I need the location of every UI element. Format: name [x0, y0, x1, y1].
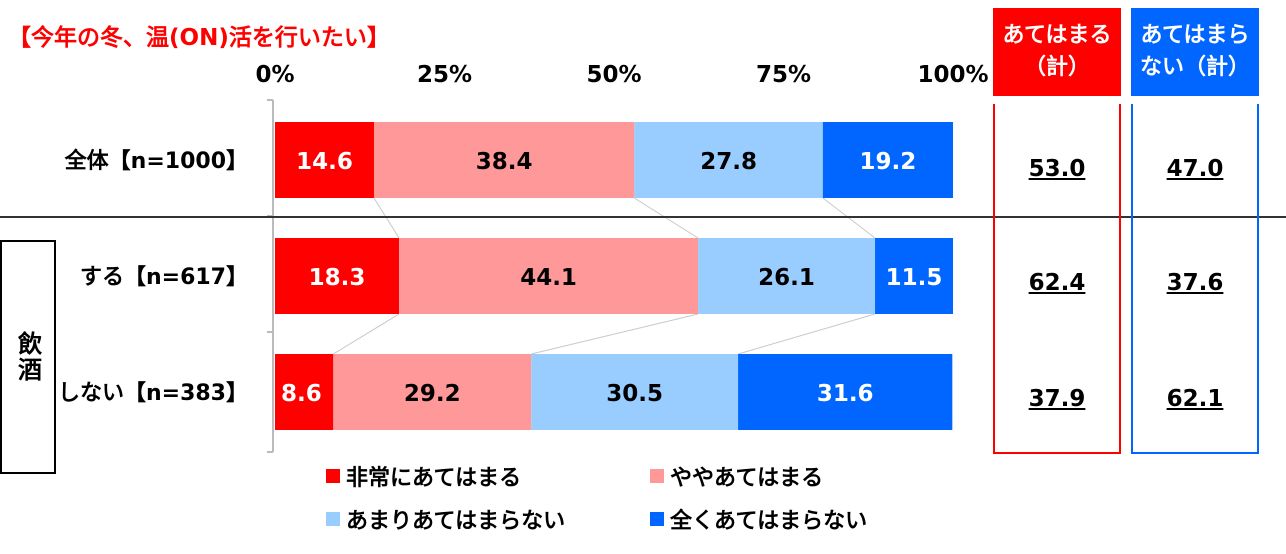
bar-value-label: 31.6 [817, 381, 874, 407]
bar-value-label: 11.5 [886, 265, 943, 291]
bar-segment [634, 122, 823, 198]
bar-value-label: 38.4 [476, 149, 533, 175]
bar-segment [399, 238, 699, 314]
bar-value-label: 30.5 [606, 381, 663, 407]
legend-label-somewhat: ややあてはまる [670, 466, 824, 491]
x-tick-label: 100% [917, 62, 988, 88]
bar-value-label: 8.6 [281, 381, 322, 407]
summary-box-not-applies [1131, 104, 1259, 454]
bar-value-label: 14.6 [296, 149, 353, 175]
summary-header-applies-line2: （計） [1023, 55, 1090, 80]
bar-value-label: 18.3 [309, 265, 366, 291]
legend-label-very: 非常にあてはまる [346, 466, 522, 491]
bar-segment [698, 238, 876, 314]
summary-value-applies-total: 53.0 [1028, 156, 1086, 182]
x-tick-label: 75% [756, 62, 811, 88]
category-label: する【n=617】 [80, 265, 248, 290]
summary-header-not-applies-line1: あてはまら [1140, 23, 1250, 48]
summary-header-applies: あてはまる （計） [993, 8, 1121, 96]
bar-value-label: 26.1 [758, 265, 815, 291]
legend-swatch-not-at-all [650, 512, 664, 526]
group-box-drinking: 飲酒 [0, 240, 56, 474]
summary-header-not-applies: あてはまら ない（計） [1131, 8, 1259, 96]
bar-segment [738, 354, 953, 430]
bar-segment [373, 122, 635, 198]
connector-line [634, 197, 699, 239]
bar-segment [822, 122, 953, 198]
summary-value-applies-nodrink: 37.9 [1028, 386, 1086, 412]
bar-value-label: 19.2 [860, 149, 917, 175]
divider-line [0, 216, 1286, 218]
connector-line [373, 197, 400, 239]
legend-swatch-very [326, 469, 340, 483]
connector-line [737, 313, 876, 355]
legend-label-not-at-all: 全くあてはまらない [670, 509, 868, 534]
summary-value-not-applies-total: 47.0 [1166, 156, 1224, 182]
legend-swatch-somewhat [650, 469, 664, 483]
bar-segment [531, 354, 739, 430]
bar-value-label: 27.8 [700, 149, 757, 175]
summary-value-not-applies-nodrink: 62.1 [1166, 386, 1224, 412]
legend-item-not-at-all: 全くあてはまらない [650, 503, 867, 535]
summary-box-applies [993, 104, 1121, 454]
legend-label-not-much: あまりあてはまらない [346, 509, 566, 534]
x-tick-label: 50% [586, 62, 641, 88]
bar-value-label: 29.2 [404, 381, 461, 407]
summary-value-not-applies-drink: 37.6 [1166, 270, 1224, 296]
x-tick-label: 25% [417, 62, 472, 88]
bar-segment [275, 354, 334, 430]
category-label: 全体【n=1000】 [64, 148, 248, 174]
bar-segment [275, 238, 400, 314]
bar-value-label: 44.1 [520, 265, 577, 291]
x-tick-label: 0% [255, 62, 294, 88]
summary-value-applies-drink: 62.4 [1028, 270, 1086, 296]
bar-segment [275, 122, 374, 198]
summary-header-applies-line1: あてはまる [1002, 23, 1112, 48]
category-label: しない【n=383】 [58, 381, 248, 406]
legend-item-very: 非常にあてはまる [326, 460, 521, 492]
bar-segment [333, 354, 532, 430]
connector-line [822, 197, 876, 239]
bar-segment [875, 238, 953, 314]
connector-line [531, 313, 699, 355]
chart-title: 【今年の冬、温(ON)活を行いたい】 [8, 25, 390, 51]
legend-item-somewhat: ややあてはまる [650, 460, 823, 492]
legend-swatch-not-much [326, 512, 340, 526]
group-label: 飲酒 [13, 331, 42, 383]
legend-item-not-much: あまりあてはまらない [326, 503, 565, 535]
summary-header-not-applies-line2: ない（計） [1139, 55, 1250, 80]
connector-line [333, 313, 400, 355]
